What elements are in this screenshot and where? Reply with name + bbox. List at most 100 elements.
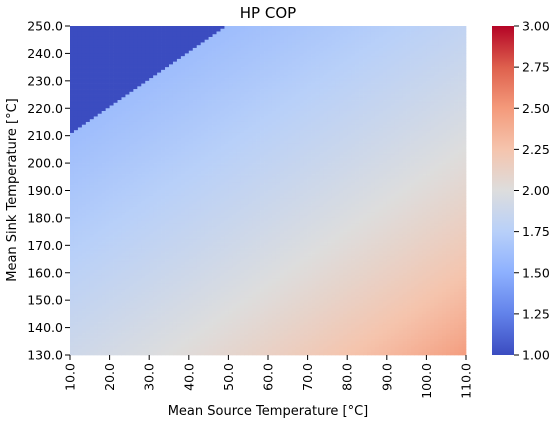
- heatmap-cell: [303, 80, 308, 84]
- heatmap-cell: [248, 102, 253, 106]
- heatmap-cell: [307, 119, 312, 123]
- heatmap-cell: [339, 154, 344, 158]
- heatmap-cell: [208, 116, 213, 120]
- heatmap-cell: [406, 34, 411, 38]
- heatmap-cell: [311, 58, 316, 62]
- heatmap-cell: [70, 135, 75, 139]
- heatmap-cell: [216, 130, 221, 134]
- heatmap-cell: [113, 80, 118, 84]
- heatmap-cell: [125, 130, 130, 134]
- heatmap-cell: [458, 143, 463, 147]
- heatmap-cell: [446, 113, 451, 117]
- heatmap-cell: [279, 94, 285, 98]
- heatmap-cell: [283, 72, 289, 76]
- heatmap-cell: [351, 141, 356, 145]
- heatmap-cell: [398, 67, 403, 71]
- heatmap-cell: [271, 132, 277, 137]
- heatmap-cell: [180, 61, 186, 65]
- heatmap-cell: [347, 42, 352, 46]
- heatmap-cell: [378, 50, 384, 54]
- heatmap-cell: [454, 78, 459, 82]
- heatmap-cell: [101, 61, 106, 65]
- heatmap-cell: [208, 72, 213, 76]
- heatmap-cell: [378, 83, 384, 87]
- heatmap-cell: [331, 61, 336, 65]
- heatmap-cell: [347, 31, 352, 35]
- heatmap-cell: [73, 89, 79, 93]
- heatmap-cell: [113, 36, 118, 41]
- heatmap-cell: [81, 50, 87, 54]
- heatmap-cell: [220, 94, 225, 98]
- heatmap-cell: [184, 121, 190, 126]
- heatmap-cell: [291, 157, 297, 161]
- heatmap-cell: [291, 45, 297, 49]
- heatmap-cell: [172, 75, 178, 79]
- heatmap-cell: [268, 47, 273, 52]
- heatmap-cell: [97, 157, 103, 161]
- heatmap-cell: [446, 141, 451, 145]
- heatmap-cell: [374, 160, 380, 164]
- heatmap-cell: [295, 94, 301, 98]
- heatmap-cell: [347, 154, 352, 158]
- heatmap-cell: [228, 53, 233, 57]
- heatmap-cell: [430, 119, 435, 123]
- heatmap-cell: [319, 135, 324, 139]
- heatmap-cell: [129, 127, 134, 131]
- heatmap-cell: [129, 34, 134, 38]
- heatmap-cell: [367, 138, 372, 142]
- heatmap-cell: [311, 31, 316, 35]
- heatmap-cell: [335, 42, 340, 46]
- heatmap-cell: [315, 31, 320, 35]
- heatmap-cell: [382, 94, 388, 98]
- heatmap-cell: [89, 50, 95, 54]
- heatmap-cell: [283, 116, 289, 120]
- heatmap-cell: [244, 132, 249, 137]
- heatmap-cell: [442, 61, 447, 65]
- heatmap-cell: [315, 116, 320, 120]
- heatmap-cell: [161, 53, 166, 57]
- heatmap-cell: [161, 110, 166, 115]
- heatmap-cell: [299, 67, 304, 71]
- heatmap-cell: [414, 108, 419, 112]
- heatmap-cell: [319, 157, 324, 161]
- heatmap-cell: [303, 91, 308, 95]
- heatmap-cell: [430, 28, 435, 32]
- heatmap-cell: [73, 102, 79, 106]
- heatmap-cell: [133, 160, 138, 164]
- heatmap-cell: [339, 86, 344, 90]
- heatmap-cell: [85, 45, 91, 49]
- heatmap-cell: [121, 61, 126, 65]
- heatmap-cell: [70, 72, 75, 76]
- heatmap-cell: [113, 116, 118, 120]
- heatmap-cell: [240, 157, 245, 161]
- heatmap-cell: [232, 119, 237, 123]
- heatmap-cell: [85, 97, 91, 101]
- heatmap-cell: [315, 36, 320, 41]
- heatmap-cell: [224, 130, 229, 134]
- heatmap-cell: [252, 64, 257, 68]
- heatmap-cell: [279, 72, 285, 76]
- heatmap-cell: [394, 97, 400, 101]
- heatmap-cell: [458, 64, 463, 68]
- heatmap-cell: [339, 78, 344, 82]
- heatmap-cell: [101, 86, 106, 90]
- heatmap-cell: [141, 47, 146, 52]
- heatmap-cell: [446, 50, 451, 54]
- heatmap-cell: [390, 91, 396, 95]
- heatmap-cell: [410, 91, 415, 95]
- heatmap-cell: [279, 64, 285, 68]
- heatmap-cell: [279, 127, 285, 131]
- heatmap-cell: [157, 42, 162, 46]
- heatmap-cell: [117, 102, 122, 106]
- heatmap-cell: [359, 94, 364, 98]
- heatmap-cell: [438, 78, 443, 82]
- heatmap-cell: [434, 108, 439, 112]
- heatmap-cell: [386, 94, 392, 98]
- heatmap-cell: [299, 56, 304, 60]
- heatmap-cell: [220, 132, 225, 137]
- heatmap-cell: [414, 28, 419, 32]
- heatmap-cell: [287, 28, 293, 32]
- heatmap-cell: [121, 80, 126, 84]
- heatmap-cell: [414, 78, 419, 82]
- heatmap-cell: [430, 72, 435, 76]
